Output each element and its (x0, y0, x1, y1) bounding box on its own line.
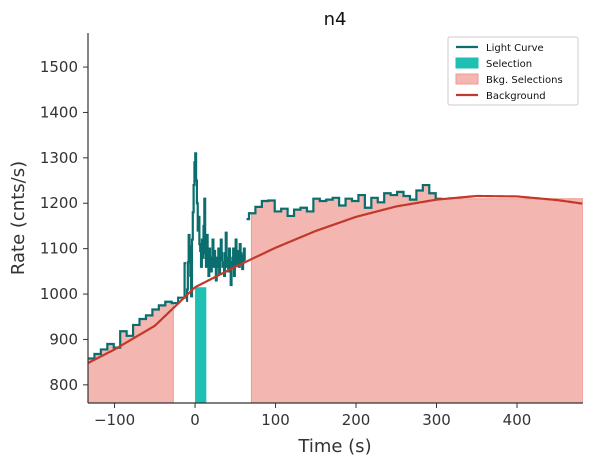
plot-area (88, 152, 583, 403)
x-tick-label: 300 (422, 411, 451, 429)
legend-box (447, 36, 579, 106)
light-curve-fine-line (185, 152, 246, 302)
legend-label: Bkg. Selections (486, 75, 563, 86)
x-tick-label: 0 (190, 411, 200, 429)
background-fit-line (88, 194, 583, 365)
y-tick-label: 1400 (40, 103, 78, 121)
light-curve-line (246, 183, 443, 221)
axes: −100 0 100 200 300 400 800 900 1000 1100 1200 1300 1… (40, 33, 583, 429)
legend-patch-swatch (455, 57, 479, 69)
x-tick-label: 100 (261, 411, 290, 429)
y-tick-label: 1500 (40, 58, 78, 76)
legend-label: Light Curve (486, 43, 544, 54)
chart-title: n4 (324, 9, 347, 30)
y-tick-label: 1300 (40, 149, 78, 167)
y-tick-label: 1200 (40, 194, 78, 212)
y-tick-label: 800 (49, 376, 78, 394)
light-curve-line (88, 262, 187, 360)
y-tick-label: 900 (49, 330, 78, 348)
y-axis-title: Rate (cnts/s) (8, 161, 29, 275)
x-axis-title: Time (s) (297, 436, 371, 457)
x-tick-label: 400 (503, 411, 532, 429)
legend-patch-swatch (455, 73, 479, 85)
y-tick-label: 1100 (40, 240, 78, 258)
y-tick-label: 1000 (40, 285, 78, 303)
x-tick-label: −100 (94, 411, 135, 429)
source-selection-area (195, 287, 207, 403)
legend: Light Curve Selection Bkg. Selections Backg… (447, 36, 579, 106)
x-tick-label: 200 (342, 411, 371, 429)
bkg-selection-area (250, 184, 583, 403)
legend-label: Background (486, 91, 546, 102)
legend-label: Selection (486, 59, 532, 70)
